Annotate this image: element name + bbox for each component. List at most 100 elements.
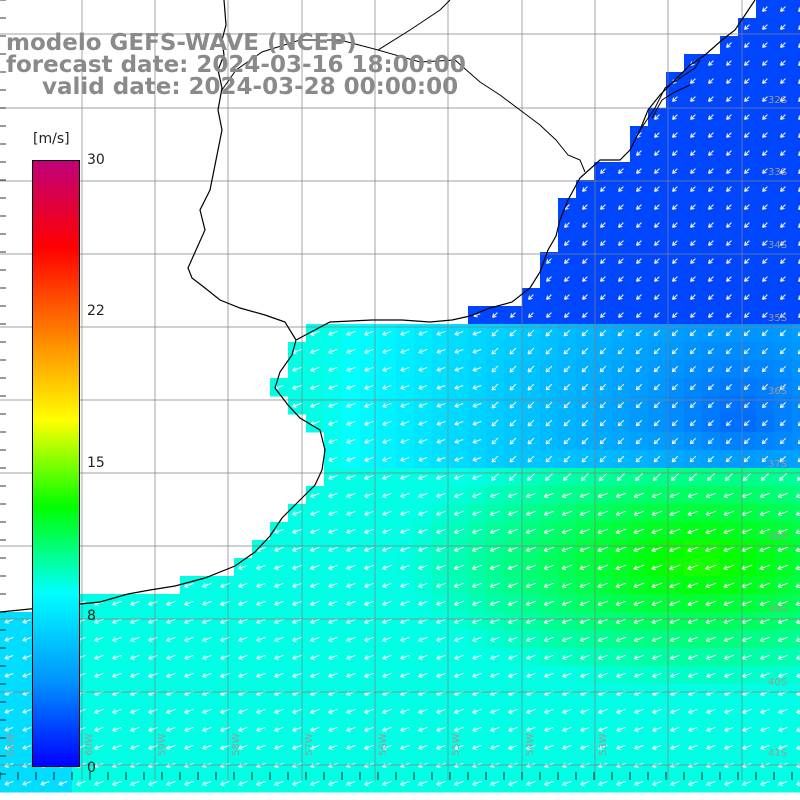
wind-arrow-head	[202, 727, 207, 732]
wind-arrow	[400, 366, 410, 372]
wind-arrow	[690, 312, 696, 318]
wind-arrow-head	[418, 367, 423, 372]
wind-arrow-head	[634, 709, 639, 714]
wind-arrow	[310, 636, 320, 642]
wind-arrow-head	[688, 673, 693, 678]
wind-arrow	[744, 222, 750, 228]
wind-arrow	[561, 564, 573, 570]
wind-arrow-head	[579, 637, 585, 642]
wind-arrow	[274, 708, 284, 714]
wind-arrow	[618, 276, 624, 282]
wind-arrow	[400, 744, 410, 750]
wind-arrow-head	[796, 476, 800, 482]
wind-arrow	[654, 312, 660, 318]
wind-arrow	[598, 726, 608, 732]
wind-arrow	[580, 780, 590, 786]
wind-arrow-head	[418, 349, 423, 354]
wind-arrow-head	[454, 709, 459, 714]
wind-arrow-head	[762, 259, 767, 264]
wind-arrow	[328, 726, 338, 732]
wind-arrow-head	[723, 601, 728, 607]
wind-arrow	[202, 672, 212, 678]
wind-arrow	[636, 294, 642, 300]
wind-arrow-head	[22, 709, 27, 714]
wind-arrow-head	[508, 709, 513, 714]
wind-arrow-head	[780, 43, 785, 48]
wind-arrow	[454, 421, 464, 425]
wind-arrow	[292, 744, 302, 750]
wind-arrow	[778, 744, 788, 750]
wind-arrow	[274, 636, 284, 642]
wind-arrow	[546, 258, 552, 264]
wind-arrow	[671, 419, 679, 427]
wind-arrow-head	[724, 673, 729, 678]
wind-arrow	[184, 636, 194, 642]
wind-arrow-head	[382, 619, 387, 624]
wind-arrow-head	[779, 331, 785, 337]
wind-arrow	[760, 744, 770, 750]
wind-arrow-head	[202, 673, 207, 678]
wind-arrow-head	[292, 565, 297, 570]
wind-arrow	[4, 709, 14, 713]
wind-arrow-head	[472, 475, 477, 480]
longitude-label: 59W	[157, 733, 168, 756]
wind-arrow-head	[436, 475, 441, 480]
wind-arrow	[762, 24, 768, 30]
wind-arrow-head	[654, 241, 659, 246]
wind-arrow	[653, 347, 661, 355]
wind-arrow-head	[563, 439, 569, 445]
wind-arrow	[545, 455, 553, 463]
wind-arrow-head	[581, 367, 587, 373]
wind-arrow	[780, 240, 786, 246]
wind-arrow	[690, 114, 696, 120]
wind-arrow-head	[762, 169, 767, 174]
wind-arrow-head	[705, 601, 710, 607]
wind-arrow	[22, 781, 32, 785]
wind-arrow	[705, 528, 717, 534]
wind-arrow	[653, 473, 661, 481]
wind-arrow	[671, 437, 679, 445]
speed-cell	[792, 0, 800, 19]
wind-arrow	[526, 672, 536, 678]
wind-arrow-head	[779, 403, 785, 409]
wind-arrow-head	[759, 565, 764, 571]
wind-arrow	[382, 510, 392, 516]
wind-arrow	[472, 744, 482, 750]
wind-arrow	[490, 510, 500, 516]
wind-arrow-head	[795, 529, 800, 535]
wind-arrow	[543, 528, 555, 534]
wind-arrow-head	[653, 421, 659, 427]
wind-arrow	[633, 546, 645, 552]
wind-arrow-head	[328, 475, 333, 480]
wind-arrow	[112, 618, 122, 624]
wind-arrow	[509, 419, 517, 427]
wind-arrow	[94, 726, 104, 732]
border-brazil-uruguay	[377, 49, 586, 173]
wind-arrow-head	[581, 385, 587, 391]
wind-arrow-head	[507, 601, 513, 606]
longitude-label: 60W	[84, 733, 95, 756]
wind-arrow-head	[687, 619, 693, 625]
wind-arrow-head	[310, 601, 315, 606]
wind-arrow-head	[597, 493, 603, 499]
wind-arrow	[400, 474, 410, 480]
wind-arrow	[762, 240, 768, 246]
wind-arrow-head	[184, 583, 189, 588]
wind-arrow-head	[454, 673, 459, 678]
wind-arrow	[364, 366, 374, 372]
wind-arrow	[364, 438, 374, 444]
wind-arrow	[598, 780, 608, 786]
wind-arrow	[651, 492, 663, 498]
wind-arrow	[761, 473, 769, 481]
wind-arrow-head	[798, 25, 800, 30]
wind-arrow	[564, 294, 570, 300]
wind-arrow	[635, 365, 643, 373]
wind-arrow-head	[328, 439, 333, 444]
wind-arrow-head	[364, 637, 369, 642]
wind-arrow-head	[707, 457, 713, 463]
wind-arrow-head	[778, 745, 783, 750]
wind-arrow	[166, 636, 176, 642]
wind-arrow-head	[636, 313, 641, 318]
wind-arrow	[509, 401, 517, 409]
wind-arrow	[490, 726, 500, 732]
